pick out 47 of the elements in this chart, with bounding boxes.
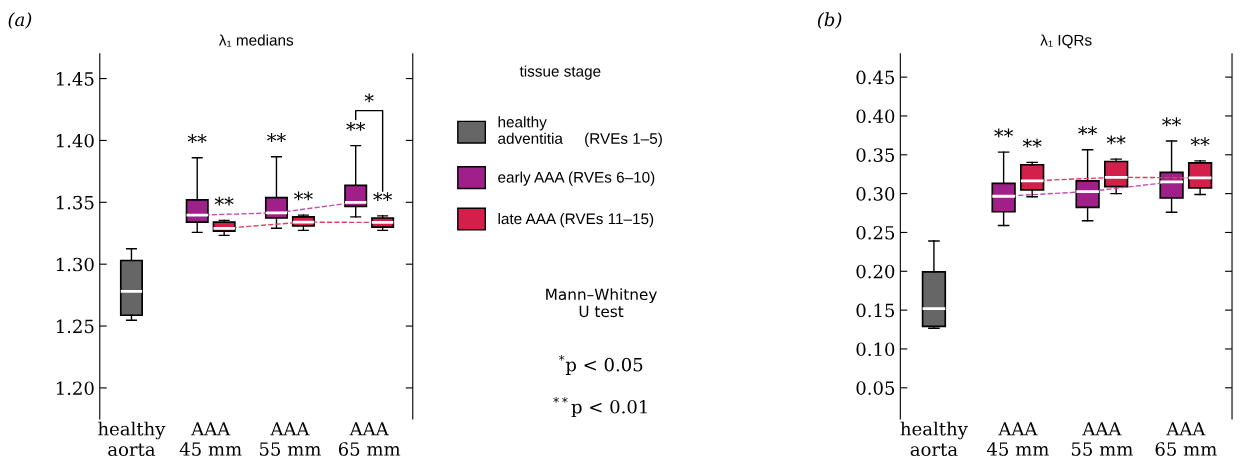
text: $^{*}$p < 0.05 xyxy=(558,354,643,375)
x-tick-label: healthy aorta xyxy=(900,421,968,457)
y-tick-label: 0.10 xyxy=(856,342,895,357)
annotation: ** xyxy=(214,196,234,206)
text: (b) xyxy=(817,12,842,29)
y-tick-label: 0.40 xyxy=(856,109,895,124)
y-tick-label: 0.05 xyxy=(856,381,895,395)
legend-label: early AAA (RVEs 6–10) xyxy=(498,171,655,186)
text: (a) xyxy=(8,12,32,29)
x-tick-label: AAA 45 mm xyxy=(179,422,242,456)
x-tick-label: healthy aorta xyxy=(98,421,166,457)
y-tick-label: 0.45 xyxy=(856,70,895,85)
annotation: * xyxy=(364,93,374,103)
annotation: ** xyxy=(187,134,207,143)
x-tick-label: AAA 55 mm xyxy=(1071,422,1133,456)
legend-label: healthy adventitia (RVEs 1–5) xyxy=(498,116,662,147)
y-tick-label: 0.30 xyxy=(856,187,895,201)
x-tick-label: AAA 65 mm xyxy=(1155,422,1217,456)
text: $^{**}$p < 0.01 xyxy=(553,397,647,418)
chart-title: λ₁ medians xyxy=(218,34,294,47)
annotation: ** xyxy=(373,192,393,202)
y-tick-label: 0.15 xyxy=(856,303,895,318)
legend-title: tissue stage xyxy=(519,65,601,80)
annotation: ** xyxy=(294,191,313,201)
x-tick-label: AAA 65 mm xyxy=(338,422,401,456)
annotation: ** xyxy=(994,128,1014,138)
annotation: ** xyxy=(346,121,366,131)
y-tick-label: 1.20 xyxy=(56,381,94,396)
annotation: ** xyxy=(267,133,286,142)
y-tick-label: 0.25 xyxy=(856,225,895,240)
annotation: ** xyxy=(1190,137,1210,147)
y-tick-label: 1.40 xyxy=(56,133,94,148)
x-tick-label: AAA 55 mm xyxy=(259,422,321,456)
text: Mann–Whitney U test xyxy=(546,288,657,318)
y-tick-label: 0.35 xyxy=(856,148,895,162)
y-tick-label: 1.35 xyxy=(56,195,94,210)
annotation: ** xyxy=(1078,126,1098,135)
annotation: ** xyxy=(1162,117,1181,127)
legend-label: late AAA (RVEs 11–15) xyxy=(498,212,654,228)
y-tick-label: 0.20 xyxy=(856,264,895,279)
y-tick-label: 1.45 xyxy=(56,72,94,86)
chart-title: λ₁ IQRs xyxy=(1040,34,1092,49)
y-tick-label: 1.30 xyxy=(56,257,94,272)
annotation: ** xyxy=(1106,135,1126,145)
annotation: ** xyxy=(1022,138,1042,148)
y-tick-label: 1.25 xyxy=(56,319,94,334)
x-tick-label: AAA 45 mm xyxy=(986,422,1049,456)
